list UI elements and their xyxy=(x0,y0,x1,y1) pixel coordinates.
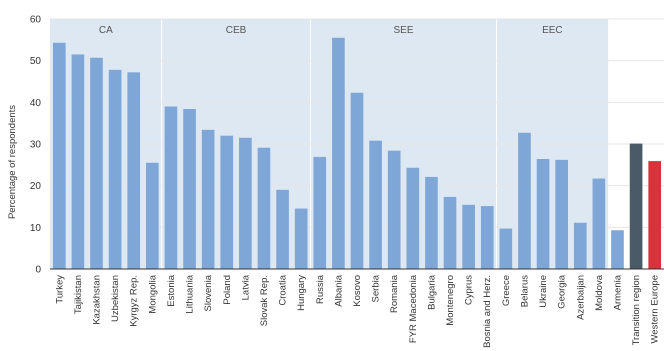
bar xyxy=(425,176,438,269)
x-tick-label: Greece xyxy=(501,275,512,306)
x-tick-label: Cyprus xyxy=(464,275,475,305)
bar xyxy=(555,159,568,269)
x-tick-label: Albania xyxy=(333,274,344,306)
bar xyxy=(387,150,401,269)
bar xyxy=(573,222,587,269)
x-tick-label: Bulgaria xyxy=(426,274,437,310)
x-tick-label: Kazakhstan xyxy=(92,275,103,325)
x-tick-label: Slovak Rep. xyxy=(259,275,270,326)
bar xyxy=(220,135,234,269)
y-tick-label: 50 xyxy=(30,56,42,67)
x-tick-label: Lithuania xyxy=(185,274,196,313)
x-axis-category-labels: Turkey Tajikistan Kazakhstan Uzbekistan Kyrg… xyxy=(54,274,660,348)
bar xyxy=(499,228,513,269)
bar xyxy=(201,129,215,269)
group-label: CEB xyxy=(226,25,247,36)
bar xyxy=(52,42,66,269)
y-tick-label: 0 xyxy=(35,265,41,276)
bar xyxy=(239,137,252,269)
bar xyxy=(592,178,606,269)
x-tick-label: Armenia xyxy=(612,274,623,310)
bar xyxy=(480,206,494,269)
group-labels: CA CEB SEE EEC xyxy=(99,25,563,36)
x-tick-label: Estonia xyxy=(166,274,177,306)
group-label: CA xyxy=(99,25,113,36)
y-tick-label: 20 xyxy=(30,181,42,192)
bar xyxy=(276,189,289,269)
x-tick-label: Tajikistan xyxy=(73,275,84,314)
group-label: SEE xyxy=(394,25,414,36)
x-tick-label: Russia xyxy=(315,274,326,304)
bar xyxy=(350,92,364,269)
y-tick-label: 40 xyxy=(30,98,42,109)
x-tick-label: Mongolia xyxy=(147,274,158,313)
bar xyxy=(146,162,159,269)
y-axis-title: Percentage of respondents xyxy=(7,105,18,219)
bar xyxy=(443,196,457,269)
x-tick-label: Montenegro xyxy=(445,275,456,326)
x-tick-label: Slovenia xyxy=(203,274,214,311)
x-tick-label: Turkey xyxy=(54,275,65,304)
x-tick-label: Uzbekistan xyxy=(110,275,121,322)
x-tick-label: Azerbaijan xyxy=(575,275,586,320)
bar xyxy=(71,54,85,269)
x-tick-label: Belarus xyxy=(519,275,530,307)
bars xyxy=(52,37,662,269)
x-tick-label: Latvia xyxy=(240,274,251,300)
bar xyxy=(257,147,271,269)
y-tick-label: 60 xyxy=(30,15,42,26)
bar xyxy=(332,37,345,269)
bar xyxy=(369,140,382,269)
bar xyxy=(90,57,103,269)
x-tick-label: Transition region xyxy=(631,275,642,345)
bar xyxy=(611,230,624,269)
y-tick-label: 10 xyxy=(30,223,42,234)
x-tick-label: FYR Macedonia xyxy=(408,274,419,343)
y-tick-label: 30 xyxy=(30,140,42,151)
x-tick-label: Romania xyxy=(389,274,400,313)
bar xyxy=(536,159,550,269)
group-label: EEC xyxy=(542,25,563,36)
bar xyxy=(294,208,308,269)
x-tick-label: Ukraine xyxy=(538,275,549,308)
bar xyxy=(313,156,327,269)
y-axis-ticks: 0 10 20 30 40 50 60 xyxy=(30,15,42,276)
x-tick-label: Georgia xyxy=(557,274,568,309)
bar xyxy=(183,109,196,269)
x-tick-label: Bosnia and Herz. xyxy=(482,275,493,348)
bar xyxy=(518,132,531,269)
x-tick-label: Poland xyxy=(222,275,233,305)
x-tick-label: Serbia xyxy=(371,274,382,302)
bar xyxy=(108,69,122,269)
x-tick-label: Hungary xyxy=(296,275,307,311)
bar xyxy=(164,106,178,269)
x-tick-label: Western Europe xyxy=(650,275,661,343)
bar xyxy=(127,72,141,269)
x-tick-label: Croatia xyxy=(278,274,289,305)
x-tick-label: Moldova xyxy=(594,274,605,311)
bar xyxy=(462,204,475,269)
bar xyxy=(648,161,662,269)
bar xyxy=(629,143,643,269)
bar xyxy=(406,167,420,269)
x-tick-label: Kosovo xyxy=(352,275,363,307)
x-tick-label: Kyrgyz Rep. xyxy=(129,275,140,327)
